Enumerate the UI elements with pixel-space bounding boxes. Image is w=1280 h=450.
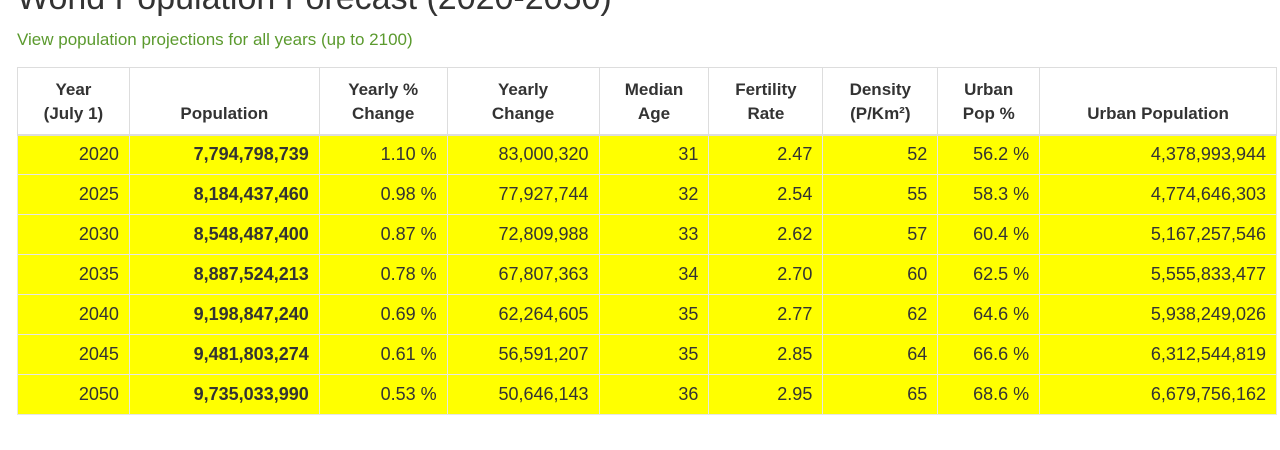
cell-fertility-rate: 2.47 — [708, 134, 824, 175]
cell-year: 2045 — [17, 334, 130, 375]
table-row: 2040 9,198,847,240 0.69 % 62,264,605 35 2.77 6… — [17, 294, 1277, 335]
cell-yearly-pct-change: 0.69 % — [318, 294, 448, 335]
cell-fertility-rate: 2.77 — [708, 294, 824, 335]
cell-year: 2050 — [17, 374, 130, 415]
cell-urban-population: 4,378,993,944 — [1039, 134, 1277, 175]
header-yearly-change[interactable]: Yearly Change — [446, 67, 600, 136]
cell-median-age: 32 — [598, 174, 710, 215]
cell-median-age: 31 — [598, 134, 710, 175]
cell-population: 7,794,798,739 — [128, 134, 320, 175]
cell-yearly-pct-change: 0.98 % — [318, 174, 448, 215]
cell-urban-pop-pct: 66.6 % — [937, 334, 1041, 375]
cell-density: 64 — [822, 334, 939, 375]
table-row: 2020 7,794,798,739 1.10 % 83,000,320 31 2.47 5… — [17, 134, 1277, 175]
table-body: 2020 7,794,798,739 1.10 % 83,000,320 31 2.47 5… — [17, 134, 1277, 415]
cell-yearly-change: 50,646,143 — [446, 374, 600, 415]
cell-yearly-pct-change: 0.78 % — [318, 254, 448, 295]
cell-population: 8,887,524,213 — [128, 254, 320, 295]
cell-density: 62 — [822, 294, 939, 335]
cell-median-age: 35 — [598, 294, 710, 335]
header-density-label: Density (P/Km²) — [849, 79, 911, 123]
cell-year: 2020 — [17, 134, 130, 175]
table-row: 2050 9,735,033,990 0.53 % 50,646,143 36 2.95 6… — [17, 374, 1277, 415]
cell-population: 9,481,803,274 — [128, 334, 320, 375]
header-fertility-rate-label: Fertility Rate — [735, 79, 797, 123]
cell-density: 60 — [822, 254, 939, 295]
cell-population: 8,548,487,400 — [128, 214, 320, 255]
cell-year: 2030 — [17, 214, 130, 255]
cell-median-age: 36 — [598, 374, 710, 415]
cell-urban-population: 5,938,249,026 — [1039, 294, 1277, 335]
cell-year: 2035 — [17, 254, 130, 295]
all-years-projections-link[interactable]: View population projections for all year… — [17, 30, 413, 49]
cell-density: 65 — [822, 374, 939, 415]
cell-yearly-change: 83,000,320 — [446, 134, 600, 175]
cell-median-age: 35 — [598, 334, 710, 375]
cell-fertility-rate: 2.85 — [708, 334, 824, 375]
cell-urban-pop-pct: 58.3 % — [937, 174, 1041, 215]
header-urban-pop-pct[interactable]: Urban Pop % — [937, 67, 1041, 136]
header-yearly-pct-change[interactable]: Yearly % Change — [318, 67, 448, 136]
page-title: World Population Forecast (2020-2050) — [17, 0, 612, 18]
cell-urban-pop-pct: 64.6 % — [937, 294, 1041, 335]
table-header-row: Year (July 1) Population Yearly % Change Y… — [17, 67, 1277, 136]
header-urban-population[interactable]: Urban Population — [1039, 67, 1277, 136]
cell-urban-population: 5,555,833,477 — [1039, 254, 1277, 295]
header-population[interactable]: Population — [128, 67, 320, 136]
header-fertility-rate[interactable]: Fertility Rate — [708, 67, 824, 136]
cell-density: 57 — [822, 214, 939, 255]
cell-year: 2040 — [17, 294, 130, 335]
cell-median-age: 33 — [598, 214, 710, 255]
cell-fertility-rate: 2.70 — [708, 254, 824, 295]
cell-density: 52 — [822, 134, 939, 175]
cell-urban-pop-pct: 62.5 % — [937, 254, 1041, 295]
population-forecast-table: Year (July 1) Population Yearly % Change Y… — [17, 67, 1277, 415]
table-row: 2025 8,184,437,460 0.98 % 77,927,744 32 2.54 5… — [17, 174, 1277, 215]
header-yearly-change-label: Yearly Change — [491, 79, 555, 123]
header-urban-population-label: Urban Population — [1087, 103, 1229, 123]
cell-year: 2025 — [17, 174, 130, 215]
cell-urban-population: 6,679,756,162 — [1039, 374, 1277, 415]
header-yearly-pct-change-label: Yearly % Change — [348, 79, 419, 123]
cell-urban-population: 5,167,257,546 — [1039, 214, 1277, 255]
cell-yearly-pct-change: 1.10 % — [318, 134, 448, 175]
cell-median-age: 34 — [598, 254, 710, 295]
cell-urban-population: 6,312,544,819 — [1039, 334, 1277, 375]
header-median-age-label: Median Age — [624, 79, 684, 123]
cell-yearly-change: 77,927,744 — [446, 174, 600, 215]
table-row: 2045 9,481,803,274 0.61 % 56,591,207 35 2.85 6… — [17, 334, 1277, 375]
header-urban-pop-pct-label: Urban Pop % — [962, 79, 1015, 123]
table-row: 2030 8,548,487,400 0.87 % 72,809,988 33 2.62 5… — [17, 214, 1277, 255]
header-median-age[interactable]: Median Age — [598, 67, 710, 136]
cell-urban-population: 4,774,646,303 — [1039, 174, 1277, 215]
cell-density: 55 — [822, 174, 939, 215]
cell-fertility-rate: 2.95 — [708, 374, 824, 415]
cell-population: 9,198,847,240 — [128, 294, 320, 335]
cell-yearly-change: 62,264,605 — [446, 294, 600, 335]
cell-urban-pop-pct: 60.4 % — [937, 214, 1041, 255]
cell-fertility-rate: 2.54 — [708, 174, 824, 215]
cell-yearly-pct-change: 0.87 % — [318, 214, 448, 255]
cell-yearly-pct-change: 0.61 % — [318, 334, 448, 375]
header-population-label: Population — [180, 103, 269, 123]
header-density[interactable]: Density (P/Km²) — [822, 67, 939, 136]
cell-urban-pop-pct: 56.2 % — [937, 134, 1041, 175]
cell-population: 9,735,033,990 — [128, 374, 320, 415]
cell-fertility-rate: 2.62 — [708, 214, 824, 255]
cell-yearly-pct-change: 0.53 % — [318, 374, 448, 415]
table-row: 2035 8,887,524,213 0.78 % 67,807,363 34 2.70 6… — [17, 254, 1277, 295]
cell-yearly-change: 56,591,207 — [446, 334, 600, 375]
header-year[interactable]: Year (July 1) — [17, 67, 130, 136]
header-year-label: Year (July 1) — [43, 79, 104, 123]
cell-population: 8,184,437,460 — [128, 174, 320, 215]
cell-urban-pop-pct: 68.6 % — [937, 374, 1041, 415]
cell-yearly-change: 72,809,988 — [446, 214, 600, 255]
cell-yearly-change: 67,807,363 — [446, 254, 600, 295]
